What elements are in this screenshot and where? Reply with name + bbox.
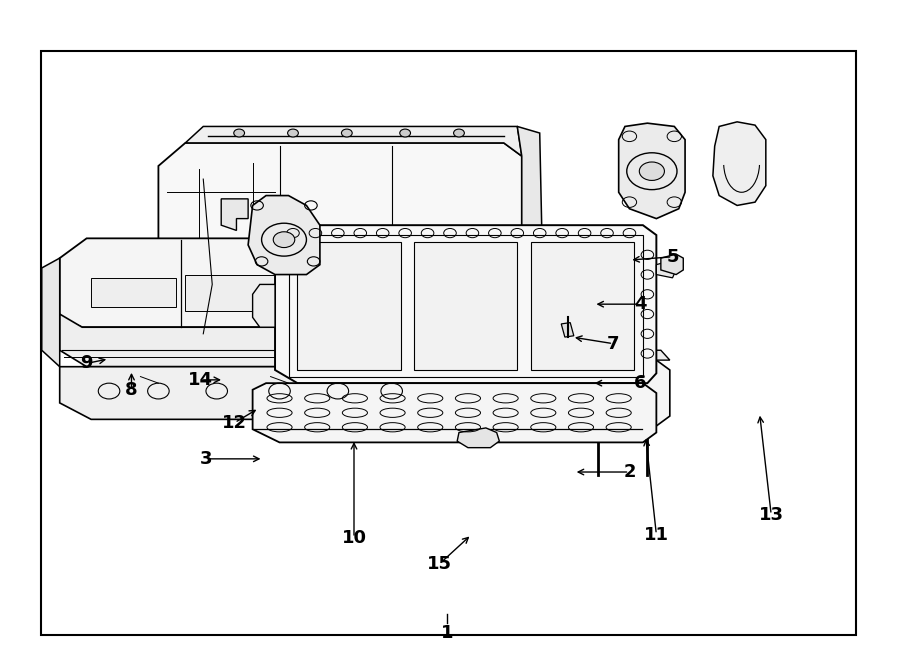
Circle shape — [454, 129, 464, 137]
Polygon shape — [713, 122, 766, 206]
Text: 3: 3 — [200, 450, 212, 468]
Text: 10: 10 — [341, 529, 366, 547]
Circle shape — [639, 162, 664, 180]
Polygon shape — [59, 314, 472, 367]
Polygon shape — [656, 260, 676, 278]
Text: 5: 5 — [666, 248, 679, 266]
Polygon shape — [275, 225, 656, 383]
Polygon shape — [457, 428, 500, 447]
Text: 15: 15 — [427, 555, 452, 573]
Text: 8: 8 — [125, 381, 138, 399]
Circle shape — [234, 129, 245, 137]
Polygon shape — [59, 239, 472, 327]
Polygon shape — [618, 123, 685, 219]
Circle shape — [274, 232, 295, 248]
Bar — [414, 242, 518, 370]
Text: 13: 13 — [759, 506, 784, 524]
Text: 2: 2 — [623, 463, 635, 481]
Polygon shape — [572, 360, 670, 426]
Polygon shape — [253, 383, 656, 442]
Bar — [289, 235, 643, 377]
Text: 4: 4 — [634, 295, 646, 313]
Text: 11: 11 — [644, 525, 669, 543]
Polygon shape — [158, 143, 522, 350]
Text: 12: 12 — [222, 414, 248, 432]
Polygon shape — [185, 126, 522, 156]
Polygon shape — [315, 271, 441, 312]
Text: 9: 9 — [80, 354, 93, 372]
Circle shape — [341, 129, 352, 137]
Bar — [40, 51, 856, 635]
Text: 7: 7 — [607, 334, 619, 353]
Polygon shape — [661, 254, 683, 274]
Polygon shape — [562, 323, 574, 337]
Text: 1: 1 — [441, 624, 454, 642]
Circle shape — [400, 129, 410, 137]
Polygon shape — [59, 367, 472, 419]
Polygon shape — [585, 350, 670, 360]
Polygon shape — [518, 126, 544, 344]
Polygon shape — [221, 199, 248, 231]
Polygon shape — [248, 196, 320, 274]
Text: 6: 6 — [634, 374, 646, 392]
Polygon shape — [41, 258, 59, 367]
Text: 14: 14 — [188, 371, 213, 389]
Bar — [298, 242, 400, 370]
Polygon shape — [91, 278, 176, 307]
Polygon shape — [185, 274, 306, 311]
Polygon shape — [253, 284, 275, 327]
Circle shape — [288, 129, 299, 137]
Bar — [531, 242, 634, 370]
Bar — [513, 232, 544, 258]
